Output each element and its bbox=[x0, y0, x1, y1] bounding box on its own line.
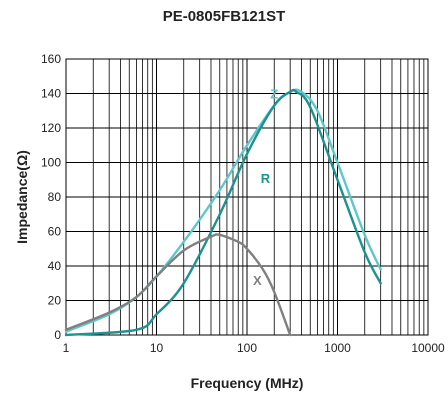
x-tick-label: 1000 bbox=[324, 341, 351, 355]
y-tick-label: 160 bbox=[41, 52, 61, 66]
x-tick-labels: 1 10 100 1000 10000 bbox=[63, 341, 445, 355]
series-line-r bbox=[64, 88, 382, 337]
x-tick-label: 1 bbox=[63, 341, 70, 355]
y-tick-label: 40 bbox=[48, 259, 62, 273]
chart-title: PE-0805FB121ST bbox=[162, 8, 286, 25]
y-tick-label: 100 bbox=[41, 156, 61, 170]
x-tick-label: 10000 bbox=[411, 341, 445, 355]
y-tick-label: 140 bbox=[41, 87, 61, 101]
series-label-r: R bbox=[261, 171, 271, 186]
plot-frame bbox=[65, 58, 429, 336]
series-layer bbox=[64, 88, 382, 337]
y-tick-labels: 0 20 40 60 80 100 120 140 160 bbox=[41, 52, 61, 342]
series-label-z: Z bbox=[270, 87, 278, 102]
y-tick-label: 0 bbox=[54, 328, 61, 342]
x-tick-label: 10 bbox=[150, 341, 164, 355]
y-axis-label: Impedance(Ω) bbox=[14, 150, 30, 244]
y-tick-label: 20 bbox=[48, 294, 62, 308]
series-label-x: X bbox=[253, 273, 262, 288]
y-tick-label: 60 bbox=[48, 225, 62, 239]
x-axis-label: Frequency (MHz) bbox=[191, 375, 304, 391]
y-tick-label: 80 bbox=[48, 190, 62, 204]
series-labels: Z R X bbox=[253, 87, 278, 288]
y-tick-label: 120 bbox=[41, 121, 61, 135]
series-line-x bbox=[64, 233, 292, 337]
x-tick-label: 100 bbox=[237, 341, 257, 355]
